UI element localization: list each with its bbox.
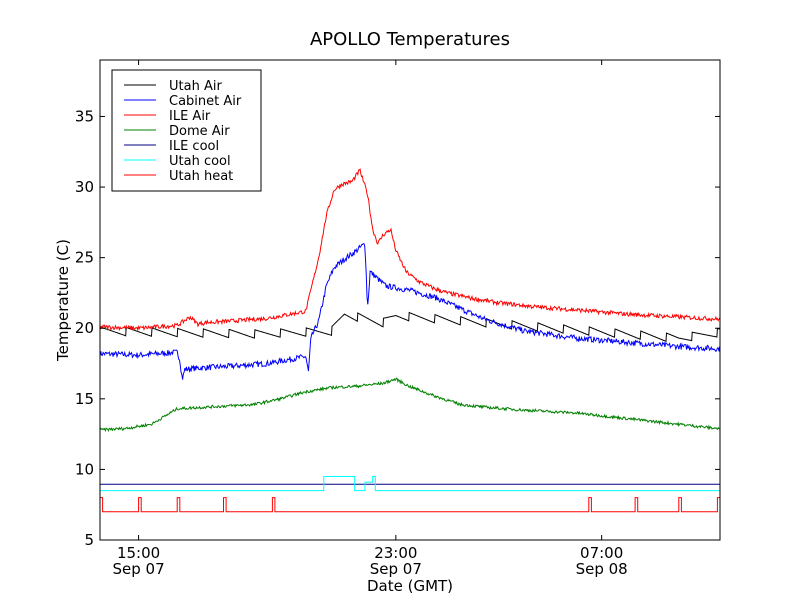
y-tick-label: 15: [75, 390, 94, 408]
series-line-ile-air: [100, 168, 720, 332]
legend-label-utah-air: Utah Air: [169, 79, 222, 94]
legend-label-utah-heat: Utah heat: [169, 169, 233, 184]
legend-label-cabinet-air: Cabinet Air: [169, 94, 242, 109]
x-tick-label-date: Sep 08: [576, 560, 628, 578]
legend-label-ile-air: ILE Air: [169, 109, 211, 124]
series-line-utah-heat: [100, 497, 720, 513]
plot-frame: [99, 59, 721, 541]
y-tick-label: 25: [75, 249, 94, 267]
y-tick-label: 20: [75, 319, 94, 337]
x-axis-label: Date (GMT): [367, 577, 453, 595]
y-axis-label: Temperature (C): [54, 239, 72, 362]
x-tick-label-date: Sep 07: [370, 560, 422, 578]
x-tick-label-date: Sep 07: [113, 560, 165, 578]
x-tick-label-time: 15:00: [117, 544, 160, 562]
legend-label-ile-cool: ILE cool: [169, 139, 219, 154]
y-tick-label: 10: [75, 460, 94, 478]
series-layer: [100, 168, 720, 513]
legend-label-dome-air: Dome Air: [169, 124, 230, 139]
y-tick-label: 30: [75, 178, 94, 196]
x-tick-label-time: 07:00: [580, 544, 623, 562]
y-tick-label: 5: [84, 531, 94, 549]
series-line-utah-cool: [100, 476, 720, 492]
chart-title: APOLLO Temperatures: [310, 29, 510, 50]
legend-label-utah-cool: Utah cool: [169, 154, 231, 169]
x-tick-label-time: 23:00: [374, 544, 417, 562]
y-tick-label: 35: [75, 107, 94, 125]
series-line-utah-air: [100, 311, 720, 343]
series-line-cabinet-air: [100, 243, 720, 380]
series-line-dome-air: [100, 377, 720, 433]
